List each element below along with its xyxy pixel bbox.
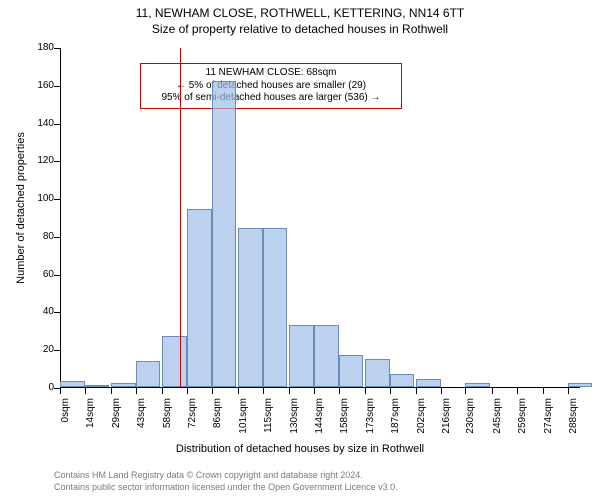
chart-title-line1: 11, NEWHAM CLOSE, ROTHWELL, KETTERING, N… xyxy=(0,6,600,20)
x-tick xyxy=(85,388,86,394)
histogram-bar xyxy=(263,228,288,387)
x-axis-line xyxy=(60,387,580,388)
y-tick xyxy=(54,199,60,200)
histogram-bar xyxy=(111,383,136,387)
y-tick-label: 60 xyxy=(28,269,54,280)
x-tick xyxy=(339,388,340,394)
y-tick-label: 140 xyxy=(28,118,54,129)
x-tick xyxy=(390,388,391,394)
histogram-bar xyxy=(136,361,161,387)
x-tick-label: 158sqm xyxy=(339,398,350,448)
x-tick-label: 115sqm xyxy=(263,398,274,448)
x-tick xyxy=(136,388,137,394)
x-tick-label: 0sqm xyxy=(60,398,71,448)
y-tick-label: 40 xyxy=(28,306,54,317)
x-tick-label: 274sqm xyxy=(543,398,554,448)
x-tick xyxy=(314,388,315,394)
x-tick xyxy=(187,388,188,394)
x-tick xyxy=(162,388,163,394)
x-tick xyxy=(111,388,112,394)
credit-line1: Contains HM Land Registry data © Crown c… xyxy=(54,470,363,480)
x-tick-label: 202sqm xyxy=(416,398,427,448)
histogram-bar xyxy=(162,336,187,387)
y-tick-label: 20 xyxy=(28,344,54,355)
x-tick-label: 187sqm xyxy=(390,398,401,448)
x-tick-label: 58sqm xyxy=(162,398,173,448)
marker-line xyxy=(180,48,181,388)
x-tick xyxy=(289,388,290,394)
y-tick xyxy=(54,124,60,125)
y-tick xyxy=(54,161,60,162)
x-tick xyxy=(441,388,442,394)
x-tick xyxy=(465,388,466,394)
histogram-bar xyxy=(568,383,593,387)
x-tick-label: 216sqm xyxy=(441,398,452,448)
y-tick-label: 100 xyxy=(28,193,54,204)
y-tick xyxy=(54,350,60,351)
histogram-bar xyxy=(187,209,212,387)
histogram-bar xyxy=(85,385,110,387)
x-tick xyxy=(568,388,569,394)
x-tick-label: 29sqm xyxy=(111,398,122,448)
histogram-bar xyxy=(365,359,390,387)
y-tick-label: 160 xyxy=(28,80,54,91)
chart-title-line2: Size of property relative to detached ho… xyxy=(0,22,600,36)
credit-line2: Contains public sector information licen… xyxy=(54,482,398,492)
x-tick xyxy=(416,388,417,394)
x-tick-label: 101sqm xyxy=(238,398,249,448)
x-tick-label: 130sqm xyxy=(289,398,300,448)
histogram-bar xyxy=(465,383,490,387)
x-tick xyxy=(517,388,518,394)
y-tick-label: 120 xyxy=(28,155,54,166)
x-tick xyxy=(492,388,493,394)
x-tick-label: 43sqm xyxy=(136,398,147,448)
chart-container: 11, NEWHAM CLOSE, ROTHWELL, KETTERING, N… xyxy=(0,0,600,500)
x-tick xyxy=(238,388,239,394)
y-tick-label: 0 xyxy=(28,382,54,393)
x-tick-label: 288sqm xyxy=(568,398,579,448)
x-tick-label: 230sqm xyxy=(465,398,476,448)
x-tick-label: 86sqm xyxy=(212,398,223,448)
histogram-bar xyxy=(390,374,415,387)
x-tick-label: 259sqm xyxy=(517,398,528,448)
x-tick xyxy=(263,388,264,394)
x-tick xyxy=(365,388,366,394)
annotation-line1: 11 NEWHAM CLOSE: 68sqm xyxy=(146,67,396,80)
x-tick-label: 144sqm xyxy=(314,398,325,448)
y-tick xyxy=(54,48,60,49)
y-tick-label: 80 xyxy=(28,231,54,242)
x-tick-label: 245sqm xyxy=(492,398,503,448)
annotation-line2: ← 5% of detached houses are smaller (29) xyxy=(146,80,396,93)
histogram-bar xyxy=(339,355,364,387)
x-tick xyxy=(60,388,61,394)
x-tick xyxy=(543,388,544,394)
histogram-bar xyxy=(289,325,314,387)
y-tick-label: 180 xyxy=(28,42,54,53)
annotation-line3: 95% of semi-detached houses are larger (… xyxy=(146,92,396,105)
histogram-bar xyxy=(60,381,85,387)
histogram-bar xyxy=(416,379,441,387)
plot-area: 11 NEWHAM CLOSE: 68sqm ← 5% of detached … xyxy=(60,48,580,388)
histogram-bar xyxy=(314,325,339,387)
x-tick-label: 173sqm xyxy=(365,398,376,448)
x-tick-label: 14sqm xyxy=(85,398,96,448)
y-tick xyxy=(54,237,60,238)
y-tick xyxy=(54,86,60,87)
y-axis-label: Number of detached properties xyxy=(15,108,27,308)
y-axis-line xyxy=(60,48,61,388)
y-tick xyxy=(54,312,60,313)
histogram-bar xyxy=(212,81,237,387)
histogram-bar xyxy=(238,228,263,387)
x-tick-label: 72sqm xyxy=(187,398,198,448)
y-tick xyxy=(54,275,60,276)
x-tick xyxy=(212,388,213,394)
